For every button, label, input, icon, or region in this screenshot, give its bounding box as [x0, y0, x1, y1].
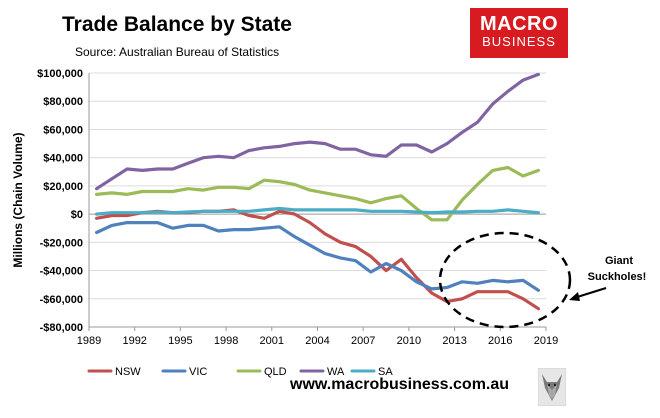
annotation-arrowhead	[569, 292, 580, 301]
y-tick-label: -$80,000	[40, 322, 83, 334]
series-line-vic	[94, 221, 541, 292]
annotation-ellipse	[438, 231, 572, 329]
annotation-arrow	[573, 287, 607, 299]
x-tick-label: 2010	[397, 335, 421, 347]
x-tick-label: 1995	[168, 335, 192, 347]
y-axis-label: Millions (Chain Volume)	[11, 132, 25, 267]
y-tick-label: -$40,000	[40, 266, 83, 278]
chart-subtitle: Source: Australian Bureau of Statistics	[75, 45, 279, 59]
x-tick-label: 1989	[77, 335, 101, 347]
legend-label-qld: QLD	[264, 366, 287, 378]
x-tick-label: 2013	[442, 335, 466, 347]
series-line-qld	[94, 165, 541, 222]
y-axis: -$80,000 -$60,000 -$40,000 -$20,000 $0 $20,00…	[37, 68, 90, 334]
x-tick-label: 2007	[351, 335, 375, 347]
x-tick-label: 2019	[534, 335, 558, 347]
series-line-wa	[94, 72, 541, 191]
legend-label-wa: WA	[327, 366, 345, 378]
series-lines	[94, 72, 541, 311]
chart-title: Trade Balance by State	[62, 13, 292, 36]
annotation-line2: Suckholes!	[588, 271, 647, 283]
gridlines	[89, 72, 546, 328]
x-tick-label: 2016	[488, 335, 512, 347]
y-tick-label: $100,000	[37, 68, 83, 80]
annotation: Giant Suckholes!	[438, 231, 647, 329]
brand-url[interactable]: www.macrobusiness.com.au	[289, 376, 509, 393]
legend-label-vic: VIC	[189, 366, 207, 378]
annotation-line1: Giant	[605, 255, 633, 267]
x-tick-label: 1992	[122, 335, 146, 347]
x-tick-label: 2004	[305, 335, 329, 347]
y-tick-label: -$20,000	[40, 237, 83, 249]
x-tick-label: 1998	[214, 335, 238, 347]
legend-label-nsw: NSW	[115, 366, 141, 378]
x-tick-label: 2001	[260, 335, 284, 347]
series-line-sa	[94, 206, 541, 216]
y-tick-label: $60,000	[43, 124, 83, 136]
legend-label-sa: SA	[378, 366, 393, 378]
logo-line1: MACRO	[479, 13, 559, 35]
x-axis: 1989 1992 1995 1998 2001 2004 2007 2010 2013 2016…	[77, 326, 558, 347]
y-tick-label: $0	[71, 209, 83, 221]
y-tick-label: $20,000	[43, 181, 83, 193]
legend: NSW VIC QLD WA SA	[87, 366, 393, 378]
y-tick-label: $40,000	[43, 153, 83, 165]
y-tick-label: -$60,000	[40, 294, 83, 306]
wolf-icon	[538, 368, 566, 406]
logo-line2: BUSINESS	[482, 34, 556, 49]
y-tick-label: $80,000	[43, 96, 83, 108]
macrobusiness-logo: MACRO BUSINESS	[470, 8, 568, 58]
